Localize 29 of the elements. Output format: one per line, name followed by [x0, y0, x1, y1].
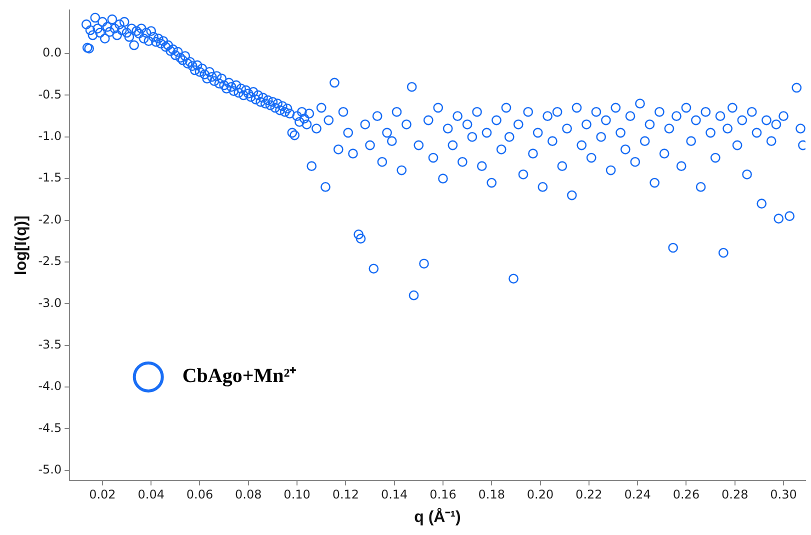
legend-label: CbAgo+Mn²⁺	[182, 365, 297, 388]
y-axis-title: log[I(q)]	[13, 216, 30, 276]
x-tick-label: 0.02	[89, 488, 116, 502]
y-tick-label: -2.0	[38, 212, 62, 226]
x-tick-label: 0.08	[235, 488, 262, 502]
y-tick-label: -1.5	[38, 170, 62, 185]
x-tick-label: 0.30	[770, 488, 797, 502]
y-tick-label: -4.5	[38, 420, 62, 435]
y-tick-label: -3.5	[38, 337, 62, 352]
x-tick-label: 0.26	[672, 488, 700, 502]
x-tick-label: 0.20	[526, 488, 554, 502]
x-tick-label: 0.14	[380, 488, 408, 502]
y-tick-label: -1.0	[38, 129, 62, 144]
y-tick-label: -2.5	[38, 254, 62, 268]
x-tick-label: 0.22	[576, 488, 602, 502]
y-tick-label: 0.0	[42, 46, 62, 60]
x-tick-label: 0.12	[332, 488, 360, 502]
y-tick-label: -0.5	[38, 87, 62, 102]
x-tick-label: 0.18	[478, 488, 505, 502]
y-tick-label: -5.0	[38, 462, 62, 477]
x-tick-label: 0.24	[624, 488, 651, 502]
y-tick-label: -4.0	[38, 379, 62, 394]
x-tick-label: 0.10	[284, 488, 310, 502]
y-tick-label: -3.0	[38, 296, 62, 310]
x-tick-label: 0.04	[138, 488, 164, 502]
x-tick-label: 0.28	[722, 488, 748, 502]
x-tick-label: 0.16	[430, 488, 456, 502]
x-tick-label: 0.06	[186, 488, 214, 502]
x-axis-title: q (Å⁻¹)	[414, 506, 461, 526]
